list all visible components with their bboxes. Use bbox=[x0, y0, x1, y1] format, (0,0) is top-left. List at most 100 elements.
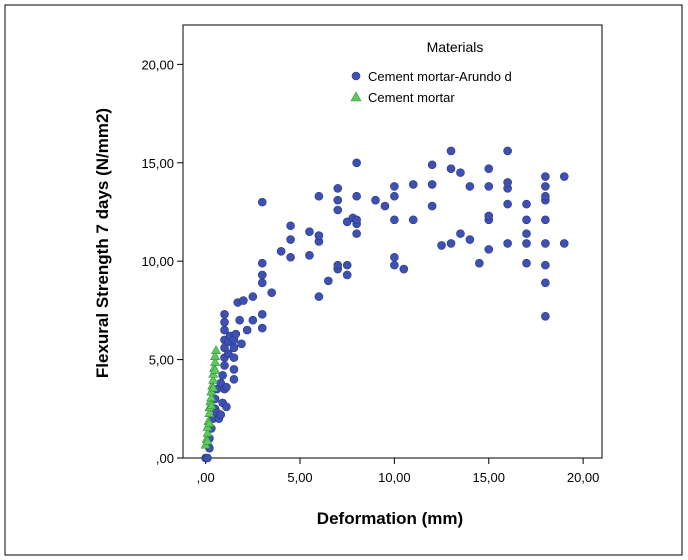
data-point-circle bbox=[522, 239, 531, 248]
data-point-circle bbox=[522, 215, 531, 225]
data-point-circle bbox=[559, 172, 569, 181]
x-tick-label: ,00 bbox=[197, 470, 215, 485]
data-point-circle bbox=[484, 245, 494, 254]
legend-marker-triangle bbox=[350, 91, 362, 102]
data-point-circle bbox=[503, 178, 512, 187]
data-point-circle bbox=[324, 276, 333, 286]
legend-title: Materials bbox=[427, 39, 484, 55]
data-point-circle bbox=[220, 317, 229, 327]
data-point-triangle bbox=[204, 417, 215, 427]
x-axis-title: Deformation (mm) bbox=[317, 509, 463, 528]
data-point-circle bbox=[427, 160, 437, 170]
plot-area bbox=[182, 24, 603, 459]
data-point-circle bbox=[352, 191, 361, 201]
data-point-circle bbox=[216, 410, 226, 420]
data-point-circle bbox=[286, 221, 295, 231]
y-tick-label: 5,00 bbox=[149, 353, 174, 368]
data-point-circle bbox=[267, 288, 277, 297]
x-tick-label: 20,00 bbox=[567, 470, 600, 485]
data-point-circle bbox=[541, 239, 550, 248]
y-tick-label: 15,00 bbox=[141, 156, 174, 171]
data-point-circle bbox=[399, 264, 409, 274]
data-point-circle bbox=[371, 195, 380, 205]
data-point-circle bbox=[427, 180, 437, 189]
data-point-circle bbox=[229, 343, 239, 353]
data-point-circle bbox=[437, 241, 446, 250]
data-point-circle bbox=[229, 353, 239, 362]
data-point-circle bbox=[231, 329, 241, 339]
y-axis: ,00 5,00 10,00 15,00 20,00 bbox=[141, 57, 183, 466]
y-tick-label: 20,00 bbox=[141, 57, 174, 72]
data-point-circle bbox=[541, 215, 550, 225]
data-point-circle bbox=[427, 201, 437, 211]
data-point-circle bbox=[390, 252, 399, 262]
data-point-circle bbox=[390, 182, 399, 191]
data-point-circle bbox=[242, 325, 252, 335]
legend-label-0: Cement mortar-Arundo d bbox=[368, 69, 512, 84]
data-point-circle bbox=[314, 231, 324, 240]
data-point-circle bbox=[333, 184, 343, 193]
data-point-circle bbox=[257, 270, 267, 280]
data-point-circle bbox=[446, 239, 456, 248]
data-point-circle bbox=[484, 164, 494, 173]
data-point-circle bbox=[333, 205, 343, 215]
data-point-circle bbox=[203, 453, 212, 463]
data-point-circle bbox=[235, 315, 244, 325]
legend: Materials Cement mortar-Arundo d Cement … bbox=[350, 39, 512, 105]
data-point-circle bbox=[229, 365, 239, 374]
data-point-circle bbox=[465, 235, 475, 244]
data-point-circle bbox=[237, 339, 246, 349]
data-point-circle bbox=[352, 215, 361, 225]
data-point-circle bbox=[475, 258, 484, 268]
data-point-circle bbox=[342, 260, 352, 270]
y-axis-title: Flexural Strength 7 days (N/mm2) bbox=[93, 108, 112, 378]
data-point-circle bbox=[276, 247, 286, 256]
data-point-circle bbox=[465, 182, 475, 191]
data-point-triangle bbox=[202, 435, 213, 445]
data-point-circle bbox=[222, 402, 231, 412]
data-point-circle bbox=[218, 371, 227, 380]
data-point-circle bbox=[503, 239, 512, 248]
data-point-circle bbox=[380, 201, 390, 211]
data-point-circle bbox=[286, 252, 295, 262]
y-tick-label: 10,00 bbox=[141, 254, 174, 269]
data-point-circle bbox=[541, 182, 550, 191]
data-point-circle bbox=[541, 260, 550, 270]
legend-label-1: Cement mortar bbox=[368, 90, 455, 105]
data-point-circle bbox=[408, 180, 418, 189]
data-point-circle bbox=[248, 315, 258, 325]
data-point-circle bbox=[522, 199, 531, 209]
data-point-circle bbox=[333, 195, 343, 205]
data-point-circle bbox=[503, 199, 512, 209]
data-point-circle bbox=[257, 323, 267, 333]
x-tick-label: 15,00 bbox=[472, 470, 505, 485]
x-tick-label: 5,00 bbox=[287, 470, 312, 485]
data-point-circle bbox=[541, 191, 550, 201]
data-point-circle bbox=[390, 215, 399, 225]
data-point-circle bbox=[390, 260, 399, 270]
data-points bbox=[200, 146, 569, 463]
data-point-triangle bbox=[210, 351, 221, 360]
data-point-triangle bbox=[204, 408, 215, 418]
data-point-triangle bbox=[206, 400, 217, 410]
data-point-circle bbox=[522, 229, 531, 238]
data-point-circle bbox=[220, 310, 229, 319]
x-tick-label: 10,00 bbox=[378, 470, 411, 485]
data-point-circle bbox=[352, 229, 361, 238]
legend-marker-circle bbox=[351, 71, 361, 81]
data-point-circle bbox=[257, 310, 267, 319]
data-point-circle bbox=[239, 296, 248, 305]
data-point-circle bbox=[352, 158, 361, 168]
data-point-circle bbox=[484, 182, 494, 191]
data-point-circle bbox=[559, 239, 569, 248]
data-point-circle bbox=[541, 311, 550, 321]
data-point-circle bbox=[408, 215, 418, 225]
data-point-triangle bbox=[208, 382, 219, 392]
data-point-circle bbox=[229, 374, 239, 384]
data-point-circle bbox=[484, 211, 494, 221]
data-point-triangle bbox=[211, 345, 222, 355]
x-axis: ,00 5,00 10,00 15,00 20,00 bbox=[197, 458, 600, 485]
data-point-circle bbox=[446, 146, 456, 156]
data-point-circle bbox=[541, 172, 550, 181]
data-point-circle bbox=[220, 361, 229, 370]
